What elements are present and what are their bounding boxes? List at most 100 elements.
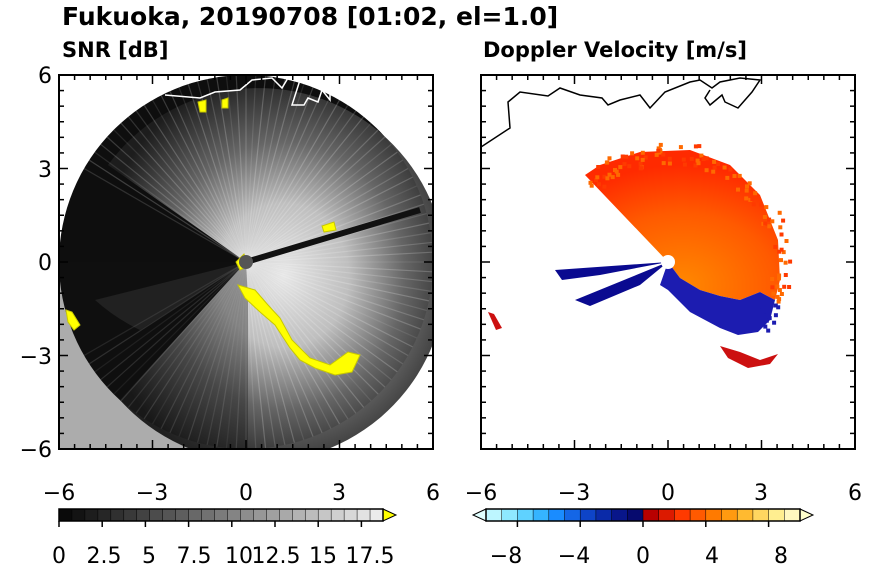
colorbar-swatch [705, 508, 723, 522]
x-tick-label: −6 [43, 481, 75, 506]
velocity-speckle-cell [775, 284, 780, 289]
snr-ray [169, 90, 247, 263]
velocity-speckle-cell [618, 165, 623, 170]
snr-ray [94, 151, 247, 263]
velocity-coastline [481, 77, 762, 148]
colorbar-swatch [548, 508, 566, 522]
snr-ray [245, 261, 421, 330]
x-tick-label: 0 [661, 481, 675, 506]
colorbar-swatch [175, 508, 190, 522]
snr-ray [206, 261, 247, 446]
colorbar-swatch [784, 508, 801, 522]
snr-ray [178, 87, 247, 263]
velocity-speckle-cell [776, 299, 781, 304]
velocity-speckle-cell [658, 149, 663, 154]
velocity-speckle-cell [777, 276, 781, 281]
snr-ray [94, 261, 247, 373]
velocity-speckle-cell [605, 176, 610, 181]
x-tick-label: 6 [426, 481, 440, 506]
colorbar-tick-label: 8 [774, 544, 788, 569]
velocity-speckle-cell [767, 224, 772, 229]
velocity-speckle-cell [681, 157, 686, 162]
velocity-speckle-cell [704, 156, 709, 161]
velocity-speckle-cell [772, 320, 777, 325]
velocity-speckle-cell [622, 162, 627, 167]
velocity-speckle-cell [696, 161, 701, 166]
colorbar-tick-label: 17.5 [346, 544, 395, 569]
velocity-speckle-cell [777, 210, 782, 215]
velocity-speckle-cell [779, 232, 784, 237]
velocity-speckle-cell [760, 313, 765, 318]
snr-ray [106, 261, 247, 388]
velocity-speckle-cell [773, 244, 778, 249]
snr-ray [245, 261, 372, 402]
velocity-speckle-cell [725, 175, 730, 180]
snr-dark-spoke [245, 207, 421, 265]
snr-ray [245, 176, 413, 263]
velocity-speckle-cell [753, 191, 758, 196]
colorbar-swatch [227, 508, 242, 522]
snr-ray [127, 116, 247, 263]
snr-ray [245, 261, 365, 408]
snr-ray [245, 75, 257, 263]
velocity-receding-echo [585, 150, 780, 300]
velocity-speckle-cell [783, 260, 788, 265]
colorbar-swatch [752, 508, 770, 522]
x-tick-label: −6 [465, 481, 497, 506]
snr-ray [151, 99, 247, 263]
velocity-speckle-cell [602, 174, 607, 179]
velocity-speckle-cell [762, 215, 767, 219]
colorbar-swatch [201, 508, 216, 522]
colorbar-over-triangle [382, 508, 398, 522]
velocity-speckle-cell [778, 225, 783, 230]
velocity-speckle-cell [693, 144, 698, 149]
colorbar-swatch [356, 508, 371, 522]
snr-ray [187, 261, 247, 441]
x-tick-label: 3 [754, 481, 768, 506]
velocity-speckle-cell [771, 291, 776, 296]
velocity-speckle-cell [699, 153, 704, 158]
snr-ray [245, 116, 365, 263]
velocity-speckle-cell [596, 182, 601, 187]
snr-ray [206, 78, 247, 263]
velocity-speckle-cell [788, 259, 793, 264]
velocity-speckle-cell [764, 318, 769, 323]
colorbar-tick-label: 0 [52, 544, 66, 569]
velocity-speckle-cell [624, 154, 629, 159]
snr-ray [245, 261, 427, 311]
velocity-speckle-cell [654, 152, 659, 157]
velocity-speckle-cell [712, 165, 717, 170]
colorbar-swatch [689, 508, 707, 522]
snr-ray [245, 261, 398, 373]
velocity-speckle-cell [783, 273, 788, 277]
snr-ray [245, 95, 332, 263]
velocity-colorbar-tick-labels: −8 −4 0 4 8 [490, 544, 788, 569]
colorbar-swatch [123, 508, 138, 522]
velocity-speckle-cell [667, 161, 672, 166]
snr-ray [245, 167, 409, 263]
colorbar-swatch [279, 508, 294, 522]
right-panel-subtitle: Doppler Velocity [m/s] [483, 38, 747, 62]
velocity-speckle-cell [712, 159, 717, 164]
snr-ray [245, 261, 349, 420]
colorbar-swatch [369, 508, 384, 522]
snr-y-tick-labels: 6 3 0 −3 −6 [20, 64, 52, 463]
figure-title: Fukuoka, 20190708 [01:02, el=1.0] [62, 2, 558, 31]
colorbar-tick-label: 10 [225, 544, 253, 569]
colorbar-tick-label: 2.5 [87, 544, 122, 569]
snr-ray [245, 83, 305, 263]
snr-ray [245, 261, 357, 414]
velocity-speckle-cell [779, 258, 783, 263]
velocity-panel: −6 −3 0 3 6 [465, 74, 862, 506]
velocity-approaching-streak [575, 262, 668, 306]
velocity-speckle-cell [640, 150, 645, 155]
velocity-speckle-cell [775, 294, 780, 299]
colorbar-swatch [136, 508, 151, 522]
colorbar-swatch [532, 508, 550, 522]
colorbar-tick-label: 4 [705, 544, 719, 569]
colorbar-swatch [58, 508, 73, 522]
snr-ray [143, 104, 247, 263]
colorbar-swatch [642, 508, 660, 522]
colorbar-swatch [768, 508, 786, 522]
x-tick-label: −3 [136, 481, 168, 506]
